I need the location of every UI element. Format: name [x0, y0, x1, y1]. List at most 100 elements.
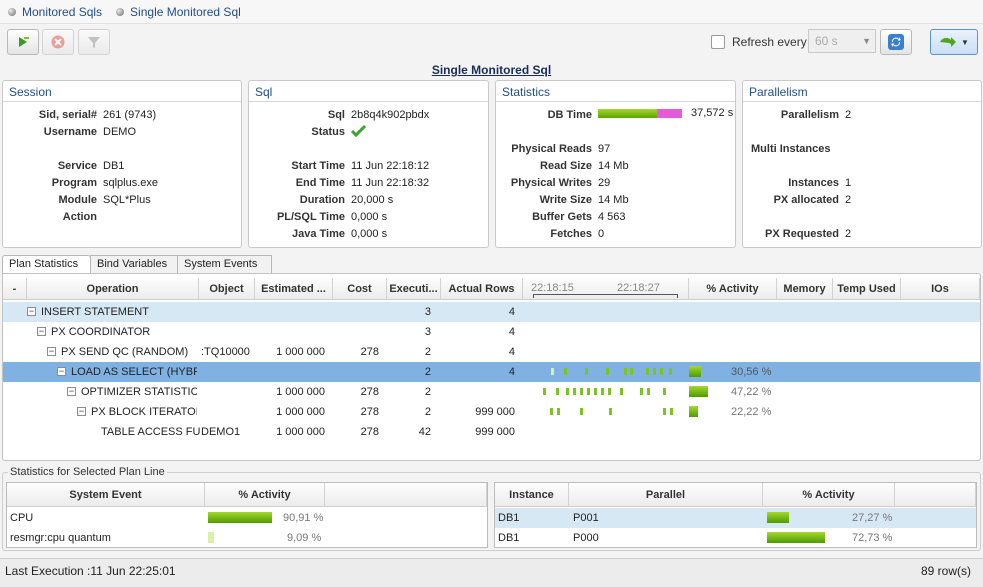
col-memory[interactable]: Memory — [777, 278, 833, 300]
operation-cell: LOAD AS SELECT (HYBRID — [71, 366, 197, 378]
col-actual-rows[interactable]: Actual Rows — [441, 278, 523, 300]
col-estimated[interactable]: Estimated ... — [255, 278, 333, 300]
timeline-tick — [550, 408, 553, 415]
timeline-tick — [556, 388, 559, 395]
refresh-interval-select[interactable]: 60 s ▼ — [808, 29, 876, 53]
event-row[interactable]: resmgr:cpu quantum 9,09 % — [7, 528, 487, 548]
bullet-icon — [116, 7, 125, 16]
filter-button[interactable] — [78, 29, 110, 55]
col-instance[interactable]: Instance — [495, 483, 569, 507]
object-cell: DEMO1 — [201, 426, 241, 438]
operation-cell: PX BLOCK ITERATOR — [91, 406, 197, 418]
parallel-name: P001 — [573, 512, 599, 524]
instance-activity-bar — [767, 512, 789, 523]
sql-panel-title: Sql — [249, 81, 488, 102]
plan-row[interactable]: − PX SEND QC (RANDOM) :TQ10000 1 000 000… — [3, 342, 980, 362]
parallel-name: P000 — [573, 532, 599, 544]
actual-rows-cell: 999 000 — [475, 426, 515, 438]
collapse-icon[interactable]: − — [57, 366, 66, 376]
breadcrumb-item-monitored-sqls[interactable]: Monitored Sqls — [8, 5, 102, 19]
cost-cell: 278 — [360, 346, 379, 358]
event-row[interactable]: CPU 90,91 % — [7, 508, 487, 528]
tab-plan-statistics[interactable]: Plan Statistics — [2, 255, 91, 274]
col-activity[interactable]: % Activity — [689, 278, 777, 300]
operation-cell: INSERT STATEMENT — [41, 306, 149, 318]
refresh-icon — [888, 34, 904, 50]
timeline-tick — [670, 408, 673, 415]
activity-pct: 30,56 % — [731, 366, 772, 378]
estimated-cell: 1 000 000 — [276, 346, 325, 358]
run-button[interactable] — [7, 29, 39, 55]
col-executions[interactable]: Executi... — [387, 278, 441, 300]
col-instance-activity[interactable]: % Activity — [763, 483, 895, 507]
collapse-all-header[interactable]: - — [3, 278, 27, 300]
collapse-icon[interactable]: − — [37, 326, 46, 336]
col-parallel[interactable]: Parallel — [569, 483, 763, 507]
breadcrumb-item-single-monitored-sql[interactable]: Single Monitored Sql — [116, 5, 241, 19]
parallel-instances-grid: Instance Parallel % Activity DB1 P001 27… — [494, 482, 977, 548]
tab-bind-variables[interactable]: Bind Variables — [90, 255, 178, 274]
executions-cell: 2 — [424, 346, 431, 358]
status-bar: Last Execution :11 Jun 22:25:01 89 row(s… — [0, 558, 983, 587]
timeline-tick — [608, 388, 611, 395]
timeline-tick — [669, 368, 672, 375]
timeline-tick — [551, 368, 554, 375]
event-activity-pct: 90,91 % — [283, 512, 324, 524]
plan-row[interactable]: − OPTIMIZER STATISTICS 1 000 000 278 2 4… — [3, 382, 980, 402]
refresh-checkbox[interactable] — [711, 35, 725, 49]
col-temp-used[interactable]: Temp Used — [833, 278, 901, 300]
event-activity-bar — [208, 512, 272, 523]
refresh-button[interactable] — [880, 29, 912, 55]
selected-line-group — [2, 472, 981, 551]
event-name: CPU — [10, 512, 34, 524]
timeline-tick — [580, 408, 583, 415]
timeline-tick — [630, 368, 633, 375]
timeline-tick — [640, 388, 643, 395]
collapse-icon[interactable]: − — [47, 346, 56, 356]
collapse-icon[interactable]: − — [27, 306, 36, 316]
col-operation[interactable]: Operation — [27, 278, 199, 300]
plan-row[interactable]: TABLE ACCESS FUL DEMO1 1 000 000 278 42 … — [3, 422, 980, 442]
plan-row[interactable]: − INSERT STATEMENT 3 4 — [3, 302, 980, 322]
timeline-tick — [663, 408, 666, 415]
col-event-activity[interactable]: % Activity — [205, 483, 325, 507]
sql-panel: Sql Sql 2b8q4k902pbdx Status Start Time 11… — [248, 80, 489, 248]
collapse-icon[interactable]: − — [77, 406, 86, 416]
col-system-event[interactable]: System Event — [7, 483, 205, 507]
activity-pct: 47,22 % — [731, 386, 772, 398]
tab-system-events[interactable]: System Events — [177, 255, 272, 274]
col-object[interactable]: Object — [199, 278, 255, 300]
timeline-end: 22:18:27 — [617, 282, 660, 294]
collapse-icon[interactable]: − — [67, 386, 76, 396]
col-ios[interactable]: IOs — [901, 278, 980, 300]
system-events-grid: System Event % Activity CPU 90,91 % resm… — [6, 482, 488, 548]
cancel-button[interactable] — [42, 29, 74, 55]
instance-row[interactable]: DB1 P001 27,27 % — [495, 508, 976, 528]
timeline-tick — [660, 368, 663, 375]
export-menu-button[interactable]: ▼ — [930, 29, 978, 55]
breadcrumb-label: Single Monitored Sql — [130, 4, 241, 19]
estimated-cell: 1 000 000 — [276, 426, 325, 438]
instance-activity-bar — [767, 532, 825, 543]
selected-line-title: Statistics for Selected Plan Line — [8, 466, 167, 478]
db-time-cpu-fill — [598, 109, 657, 118]
col-filler — [895, 483, 976, 507]
estimated-cell: 1 000 000 — [276, 406, 325, 418]
instance-activity-pct: 27,27 % — [852, 512, 893, 524]
instance-row[interactable]: DB1 P000 72,73 % — [495, 528, 976, 548]
cost-cell: 278 — [360, 386, 379, 398]
parallelism-panel-title: Parallelism — [743, 81, 981, 102]
last-execution-text: Last Execution :11 Jun 22:25:01 — [5, 564, 176, 578]
tab-bar: Plan Statistics Bind Variables System Ev… — [2, 255, 272, 274]
col-timeline[interactable]: 22:18:15 22:18:27 — [523, 278, 689, 300]
col-cost[interactable]: Cost — [333, 278, 387, 300]
plan-row-selected[interactable]: − LOAD AS SELECT (HYBRID 2 4 30,56 % — [3, 362, 980, 382]
plan-row[interactable]: − PX BLOCK ITERATOR 1 000 000 278 2 999 … — [3, 402, 980, 422]
chevron-down-icon: ▼ — [862, 36, 871, 46]
sql-id-link[interactable]: 2b8q4k902pbdx — [351, 109, 430, 121]
timeline-tick — [646, 368, 649, 375]
actual-rows-cell: 4 — [508, 366, 515, 378]
breadcrumb-label: Monitored Sqls — [22, 4, 103, 19]
plan-row[interactable]: − PX COORDINATOR 3 4 — [3, 322, 980, 342]
sid-link[interactable]: 261 (9743) — [103, 109, 157, 121]
